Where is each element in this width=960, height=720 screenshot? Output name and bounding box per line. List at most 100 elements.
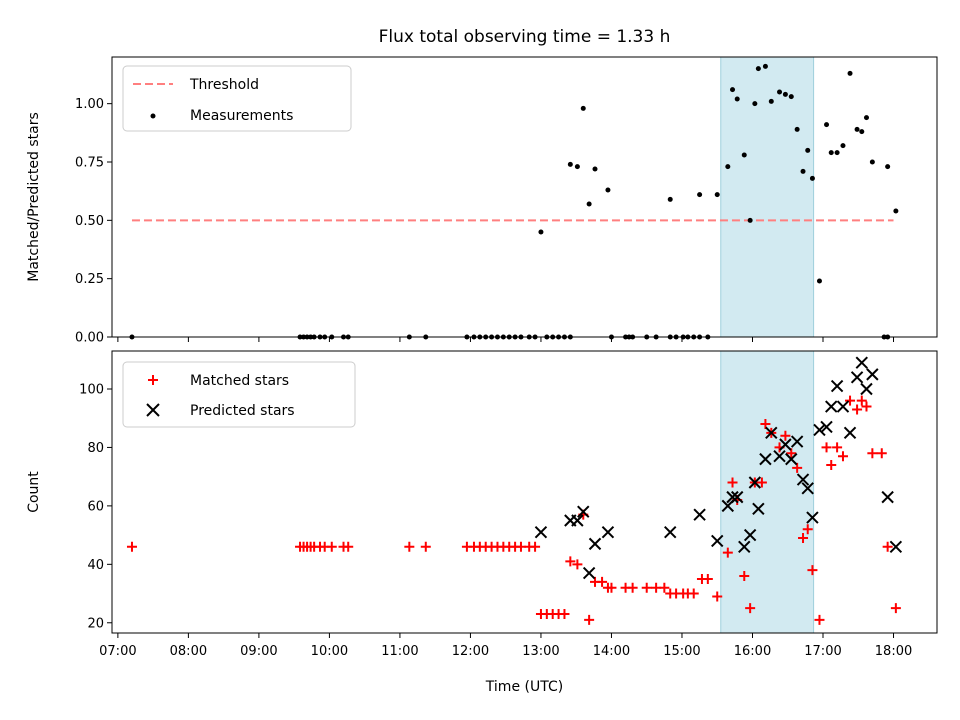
bottom-y-axis-label: Count (26, 471, 42, 513)
x-tick-label: 08:00 (170, 644, 207, 659)
bottom-axes-frame (111, 350, 938, 634)
bottom-y-tick-label: 80 (87, 441, 104, 456)
predicted-star-point (796, 473, 810, 486)
measurement-point (574, 164, 580, 170)
measurement-point (788, 94, 794, 100)
top-y-axis-label: Matched/Predicted stars (26, 112, 42, 282)
measurements-legend-swatch (150, 113, 156, 119)
predicted-star-point (693, 508, 706, 521)
predicted-legend-swatch (146, 403, 160, 417)
bottom-legend: Matched stars Predicted stars (122, 361, 356, 428)
predicted-star-point (534, 525, 548, 539)
measurement-point (847, 70, 853, 76)
measurement-point (697, 192, 703, 198)
predicted-star-point (711, 534, 724, 548)
predicted-star-point (748, 476, 762, 489)
matched-star-point (780, 430, 791, 441)
predicted-star-point (779, 438, 792, 451)
measurement-point (816, 278, 822, 284)
measurement-point (863, 115, 869, 121)
matched-star-point (606, 582, 617, 593)
matched-star-point (852, 404, 863, 415)
matched-star-point (760, 419, 771, 430)
measurement-point (809, 175, 815, 181)
measurement-point (859, 129, 865, 135)
top-y-tick-label: 0.75 (75, 156, 104, 171)
predicted-star-point (806, 511, 819, 524)
predicted-star-point (790, 435, 804, 448)
measurement-point (714, 192, 720, 198)
predicted-star-point (726, 490, 739, 504)
predicted-star-point (889, 540, 903, 554)
x-tick-label: 07:00 (99, 644, 136, 659)
matched-star-point (807, 565, 818, 576)
legend-predicted-label: Predicted stars (190, 403, 295, 419)
predicted-star-point (752, 502, 765, 516)
predicted-star-point (765, 426, 778, 440)
measurement-point (538, 229, 544, 235)
predicted-star-point (582, 566, 596, 580)
matched-star-point (420, 541, 431, 552)
predicted-star-point (759, 452, 772, 466)
x-tick-label: 17:00 (804, 644, 841, 659)
top-plot-marks (129, 63, 899, 340)
measurement-point (667, 196, 673, 202)
chart-title: Flux total observing time = 1.33 h (379, 27, 671, 47)
legend-measurements-label: Measurements (190, 108, 293, 124)
x-tick-label: 12:00 (452, 644, 489, 659)
matched-star-point (126, 541, 137, 552)
matched-star-point (882, 541, 893, 552)
predicted-star-point (881, 490, 894, 504)
measurement-point (580, 105, 586, 111)
measurement-point (734, 96, 740, 102)
predicted-star-point (820, 420, 833, 434)
top-y-tick-label: 0.00 (75, 331, 104, 346)
matched-star-point (722, 547, 733, 558)
x-tick-label: 18:00 (875, 644, 912, 659)
matched-star-point (659, 582, 670, 593)
matched-star-point (627, 582, 638, 593)
measurement-point (762, 63, 768, 69)
top-y-tick-label: 1.00 (75, 97, 104, 112)
matched-star-point (890, 603, 901, 614)
top-legend-box (122, 65, 352, 132)
measurement-point (893, 208, 899, 214)
matched-star-point (688, 588, 699, 599)
measurement-point (824, 122, 830, 128)
matched-legend-swatch (148, 375, 158, 385)
predicted-star-point (664, 525, 677, 539)
measurement-point (800, 168, 806, 174)
matched-star-point (798, 533, 809, 544)
matched-star-point (530, 541, 541, 552)
predicted-star-point (825, 400, 838, 413)
matched-star-point (814, 614, 825, 625)
matched-star-point (792, 462, 803, 473)
matched-star-point (856, 395, 867, 406)
top-y-tick-label: 0.50 (75, 214, 104, 229)
bottom-shaded-interval (720, 351, 814, 633)
matched-star-point (597, 576, 608, 587)
matched-star-point (826, 459, 837, 470)
matched-star-point (702, 573, 713, 584)
bottom-plot-marks (126, 356, 903, 625)
top-legend: Threshold Measurements (122, 65, 352, 132)
predicted-star-point (801, 482, 814, 495)
measurement-point (794, 126, 800, 132)
bottom-axis-ticks: 20 40 60 80 100 07:00 08:00 09:00 10:00 11:00 12:0… (79, 382, 912, 659)
x-tick-label: 14:00 (593, 644, 630, 659)
matched-star-point (756, 477, 767, 488)
measurement-point (840, 143, 846, 149)
matched-star-point (739, 571, 750, 582)
matched-star-point (867, 448, 878, 459)
bottom-y-tick-label: 100 (79, 382, 104, 397)
x-tick-label: 16:00 (734, 644, 771, 659)
predicted-star-point (860, 382, 873, 396)
predicted-star-point (813, 423, 826, 437)
measurement-point (854, 126, 860, 132)
measurement-point (605, 187, 611, 193)
predicted-star-point (843, 426, 857, 440)
x-axis-label: Time (UTC) (485, 679, 563, 695)
matched-star-point (343, 541, 354, 552)
matched-star-point (876, 448, 887, 459)
